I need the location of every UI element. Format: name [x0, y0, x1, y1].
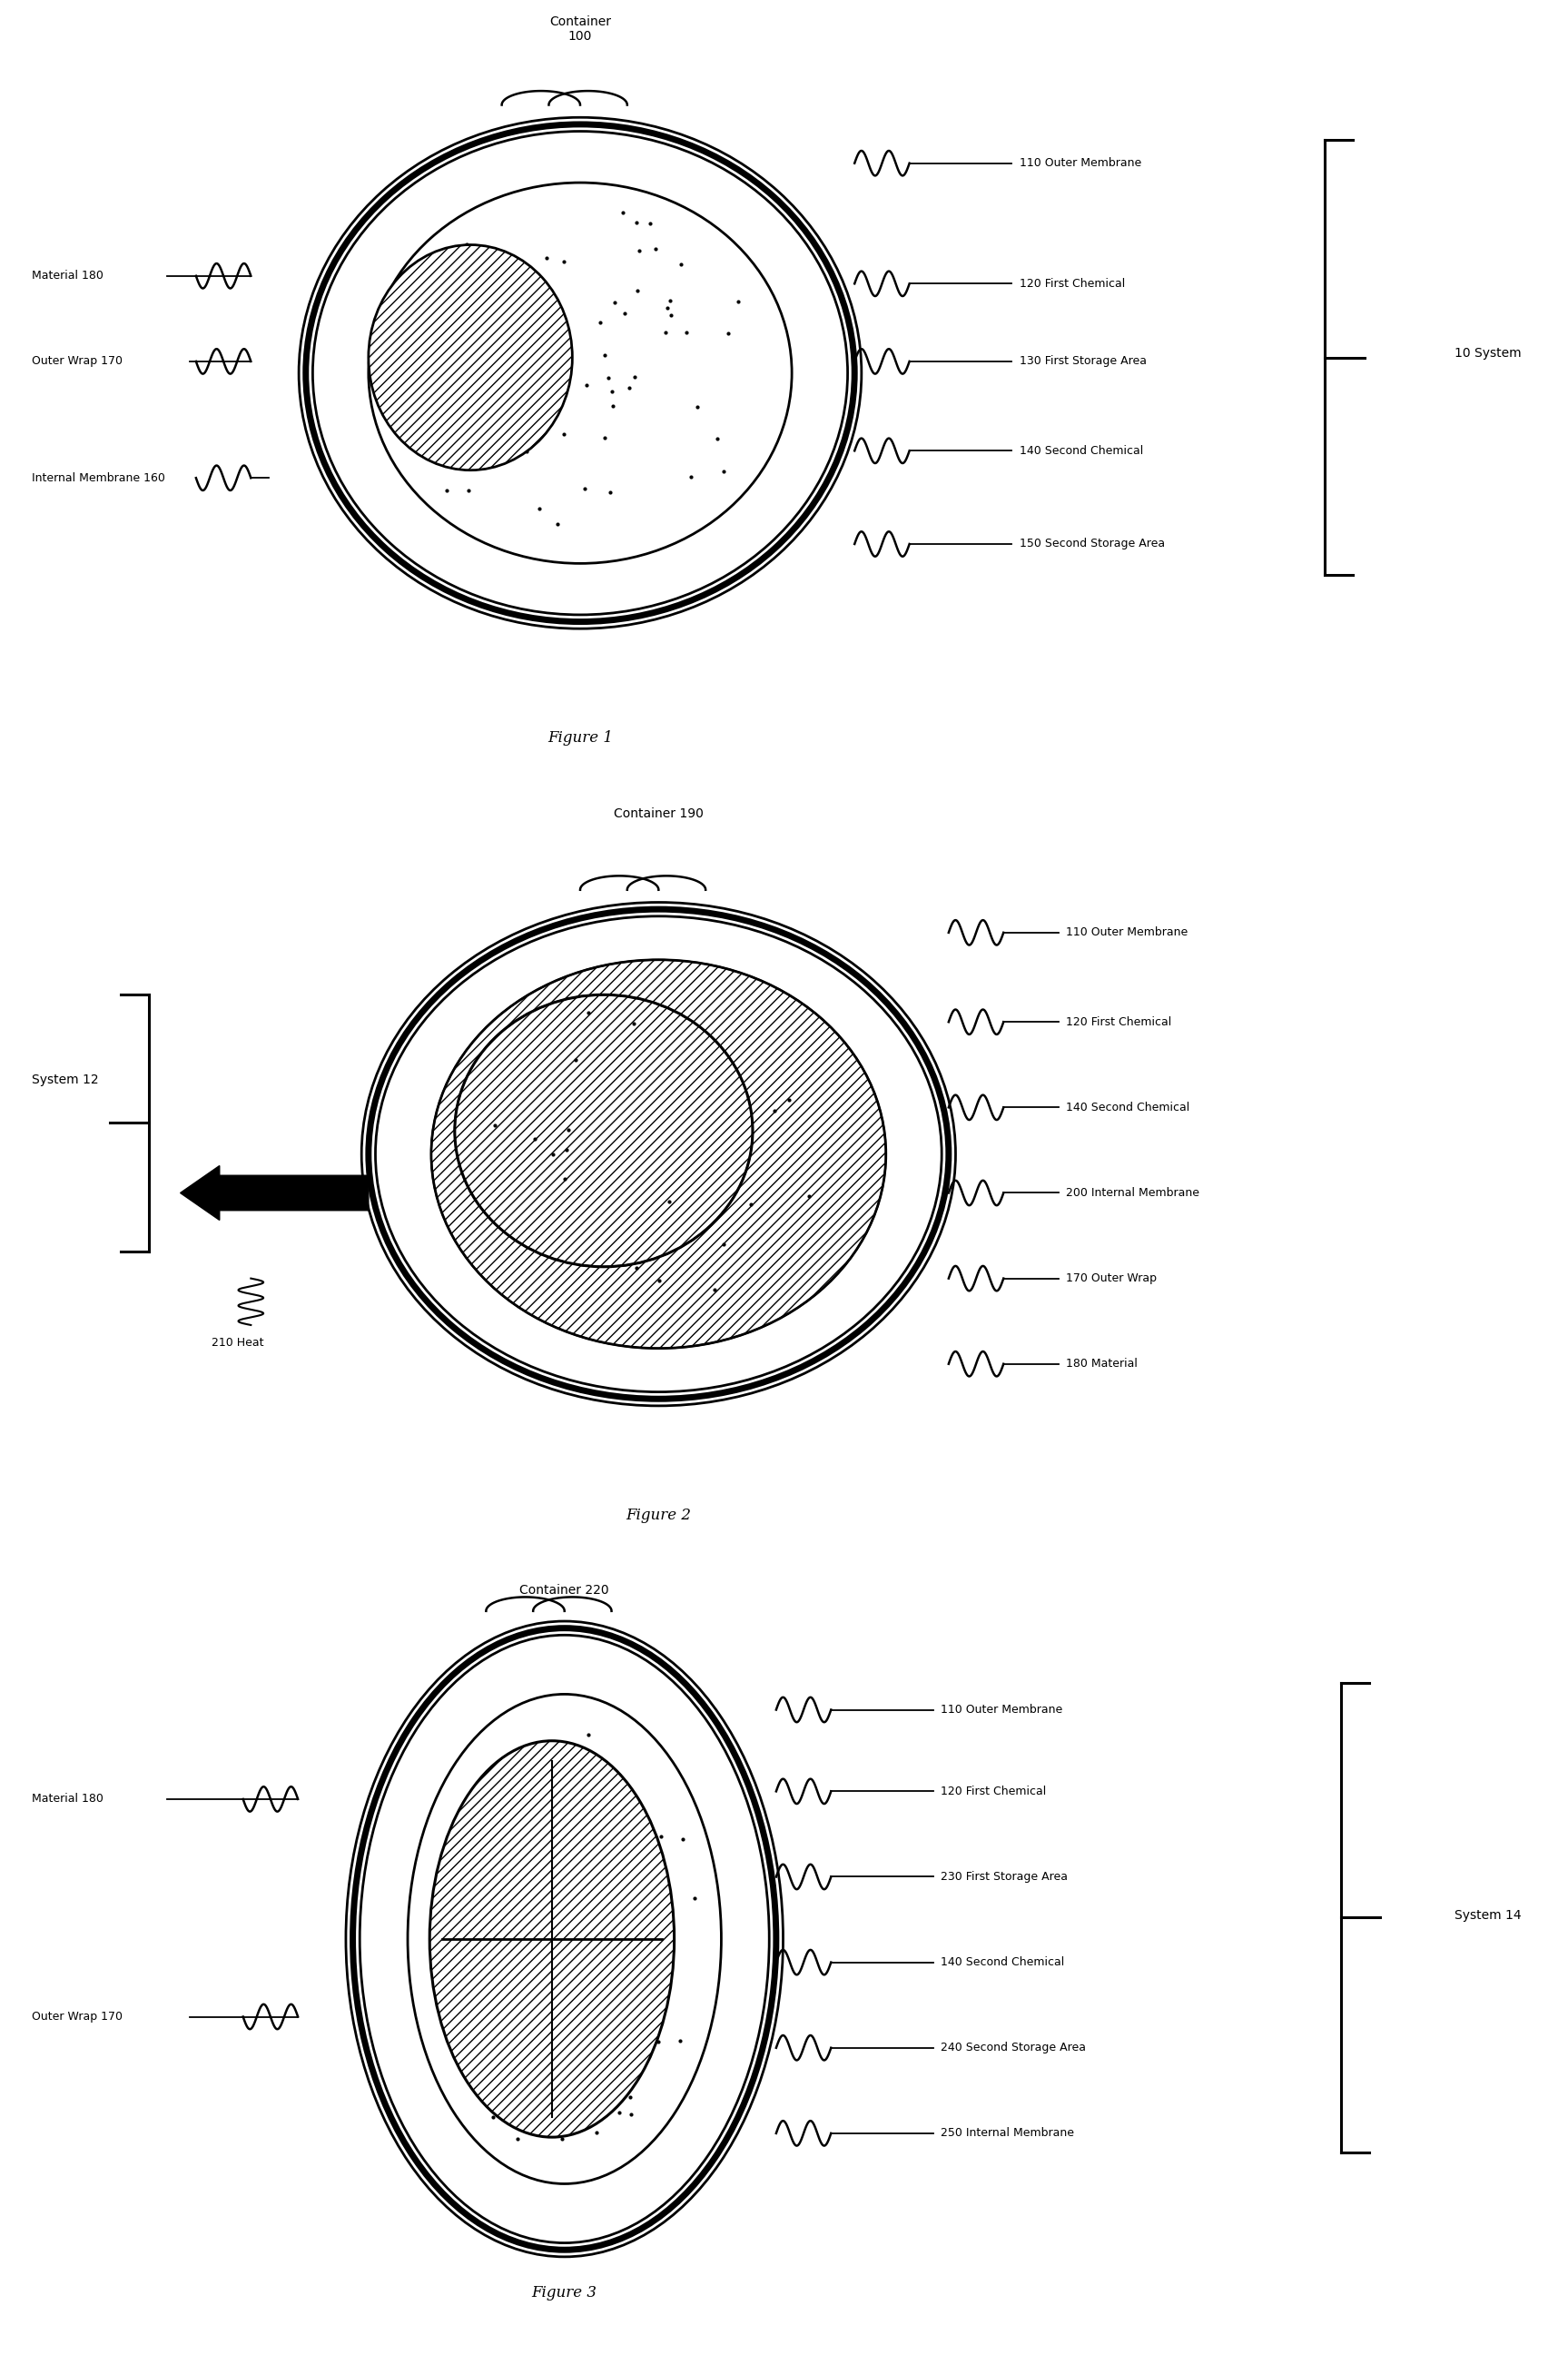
- Text: Material 180: Material 180: [31, 1792, 103, 1804]
- Text: 240 Second Storage Area: 240 Second Storage Area: [941, 2042, 1087, 2054]
- Text: 140 Second Chemical: 140 Second Chemical: [1019, 445, 1143, 457]
- Text: 140 Second Chemical: 140 Second Chemical: [941, 1957, 1065, 1969]
- Text: 180 Material: 180 Material: [1066, 1359, 1138, 1371]
- Text: 110 Outer Membrane: 110 Outer Membrane: [941, 1703, 1063, 1717]
- Text: Figure 1: Figure 1: [547, 730, 613, 747]
- Text: 130 First Storage Area: 130 First Storage Area: [1019, 356, 1146, 367]
- Text: 210 Heat: 210 Heat: [212, 1338, 263, 1349]
- Ellipse shape: [430, 1740, 674, 2138]
- Text: 120 First Chemical: 120 First Chemical: [1066, 1015, 1171, 1027]
- Text: 120 First Chemical: 120 First Chemical: [941, 1785, 1046, 1797]
- Text: 150 Second Storage Area: 150 Second Storage Area: [1019, 537, 1165, 551]
- Text: 110 Outer Membrane: 110 Outer Membrane: [1066, 926, 1189, 940]
- Ellipse shape: [368, 245, 572, 471]
- Text: Figure 2: Figure 2: [626, 1507, 691, 1524]
- Ellipse shape: [455, 994, 753, 1267]
- Text: Outer Wrap 170: Outer Wrap 170: [31, 356, 122, 367]
- Text: Container
100: Container 100: [549, 16, 612, 42]
- Text: Internal Membrane 160: Internal Membrane 160: [31, 471, 165, 483]
- Text: Material 180: Material 180: [31, 271, 103, 283]
- Text: System 14: System 14: [1454, 1910, 1521, 1922]
- Text: Container 220: Container 220: [519, 1585, 610, 1597]
- Ellipse shape: [408, 1693, 721, 2183]
- Text: Container 190: Container 190: [613, 808, 704, 820]
- Text: Figure 3: Figure 3: [532, 2284, 597, 2301]
- Text: 110 Outer Membrane: 110 Outer Membrane: [1019, 158, 1142, 170]
- Text: 10 System: 10 System: [1454, 346, 1521, 360]
- Text: 170 Outer Wrap: 170 Outer Wrap: [1066, 1272, 1157, 1283]
- FancyArrow shape: [180, 1166, 368, 1220]
- Text: 230 First Storage Area: 230 First Storage Area: [941, 1870, 1068, 1882]
- Ellipse shape: [368, 184, 792, 563]
- Text: 120 First Chemical: 120 First Chemical: [1019, 278, 1124, 290]
- Text: 200 Internal Membrane: 200 Internal Membrane: [1066, 1187, 1200, 1199]
- Ellipse shape: [431, 961, 886, 1349]
- Text: Outer Wrap 170: Outer Wrap 170: [31, 2011, 122, 2023]
- Text: 250 Internal Membrane: 250 Internal Membrane: [941, 2127, 1074, 2138]
- Text: 140 Second Chemical: 140 Second Chemical: [1066, 1102, 1190, 1114]
- Text: System 12: System 12: [31, 1074, 99, 1086]
